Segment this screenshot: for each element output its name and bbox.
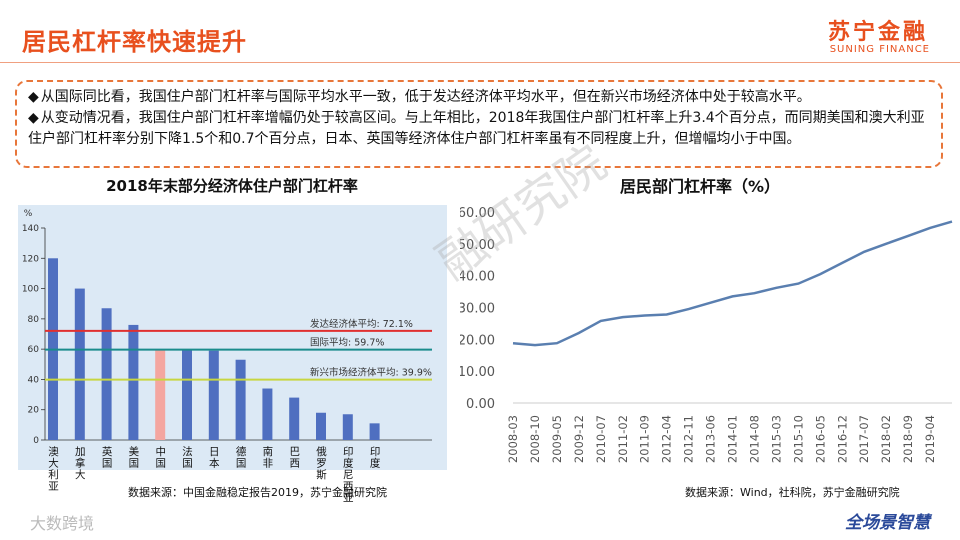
chart-title: 2018年末部分经济体住户部门杠杆率 [106,177,358,195]
x-tick-label: 2013-06 [704,415,718,463]
x-tick-label: 澳大利亚 [47,445,59,492]
bar [128,324,139,440]
x-tick-label: 2015-03 [769,415,783,463]
x-tick-label: 法国 [181,445,193,469]
x-tick-label: 2012-11 [682,415,696,463]
bullet-row: ◆ 从国际同比看，我国住户部门杠杆率与国际平均水平一致，低于发达经济体平均水平，但… [28,89,811,105]
y-tick-label: 50.00 [460,238,495,253]
reference-label: 发达经济体平均: 72.1% [310,318,413,330]
bullet-row: ◆ 从变动情况看，我国住户部门杠杆率增幅仍处于较高区间。与上年相比，2018年我国… [28,110,925,147]
x-tick-label: 2015-10 [791,415,805,463]
summary-box [15,80,943,168]
bar [262,388,273,440]
y-tick-label: 60.00 [460,206,495,221]
x-tick-label: 2008-10 [528,415,542,463]
bar-chart: 2018年末部分经济体住户部门杠杆率% 0 20 40 60 80 100 120 140 澳大利… [18,177,447,504]
footer-right: 全场景智慧 [845,513,930,533]
logo: 苏宁金融 [827,20,928,45]
x-tick-label: 2008-03 [506,415,520,463]
x-tick-label: 2014-08 [747,415,761,463]
x-tick-label: 2012-04 [660,415,674,463]
x-tick-label: 德国 [235,445,247,469]
x-tick-label: 日本 [208,446,220,469]
x-tick-label: 2017-07 [857,415,871,463]
footer-left: 大数跨境 [30,514,95,533]
bar [342,414,353,440]
x-tick-label: 英国 [101,445,113,469]
reference-label: 国际平均: 59.7% [310,337,384,349]
x-tick-label: 2010-07 [594,415,608,463]
bar [289,397,300,440]
x-tick-label: 南非 [261,445,273,469]
y-axis-label: % [24,209,33,219]
bar [235,359,246,440]
bar [316,412,326,440]
line-chart: 居民部门杠杆率（%） 0.00 10.00 20.00 30.00 40.00 50.00 6… [460,177,953,499]
chart-title: 居民部门杠杆率（%） [620,177,780,196]
line-series [512,220,953,347]
y-tick-label: 80 [28,315,40,325]
x-tick-label: 美国 [127,445,139,469]
source: 数据来源：中国金融稳定报告2019，苏宁金融研究院 [128,485,387,499]
y-tick-label: 100 [22,285,39,295]
bullet: 从国际同比看，我国住户部门杠杆率与国际平均水平一致，低于发达经济体平均水平，但在… [40,89,811,105]
x-tick-label: 加拿大 [74,446,86,481]
x-tick-label: 印度尼西亚 [342,446,354,504]
x-tick-label: 2016-05 [813,415,827,463]
x-tick-label: 2014-01 [726,415,740,463]
header-rule [0,62,960,63]
y-tick-label: 0 [33,436,39,446]
y-tick-label: 30.00 [460,302,495,317]
bar [101,308,112,440]
x-tick-label: 中国 [154,445,166,469]
x-tick-label: 2018-02 [879,415,893,463]
y-tick-label: 60 [28,345,40,355]
y-tick-label: 140 [22,224,39,234]
slide-title: 居民杠杆率快速提升 [22,28,247,56]
x-tick-label: 俄罗斯 [315,446,327,481]
y-tick-label: 40.00 [460,270,495,285]
source: 数据来源：Wind，社科院，苏宁金融研究院 [685,485,900,499]
y-tick-label: 20.00 [460,333,495,348]
bar [208,350,219,440]
bar [155,349,166,440]
bullet: 从变动情况看，我国住户部门杠杆率增幅仍处于较高区间。与上年相比，2018年我国住… [28,110,925,147]
x-tick-label: 巴西 [288,446,300,469]
y-tick-label: 20 [28,406,40,416]
y-tick-label: 40 [28,375,40,385]
logo-en: SUNING FINANCE [829,44,930,55]
x-tick-label: 2018-09 [901,415,915,463]
reference-label: 新兴市场经济体平均: 39.9% [310,367,432,379]
x-tick-label: 2009-05 [550,415,564,463]
x-tick-label: 2016-12 [835,415,849,463]
x-tick-label: 2019-04 [923,415,937,463]
bar [182,349,192,440]
x-tick-label: 2011-09 [638,415,652,463]
bar [369,423,380,440]
y-tick-label: 0.00 [466,397,495,412]
x-tick-label: 2009-12 [572,415,586,463]
bar [74,288,85,440]
y-tick-label: 120 [22,254,39,264]
x-tick-label: 印度 [369,446,381,469]
x-tick-label: 2011-02 [616,415,630,463]
y-tick-label: 10.00 [460,365,495,380]
